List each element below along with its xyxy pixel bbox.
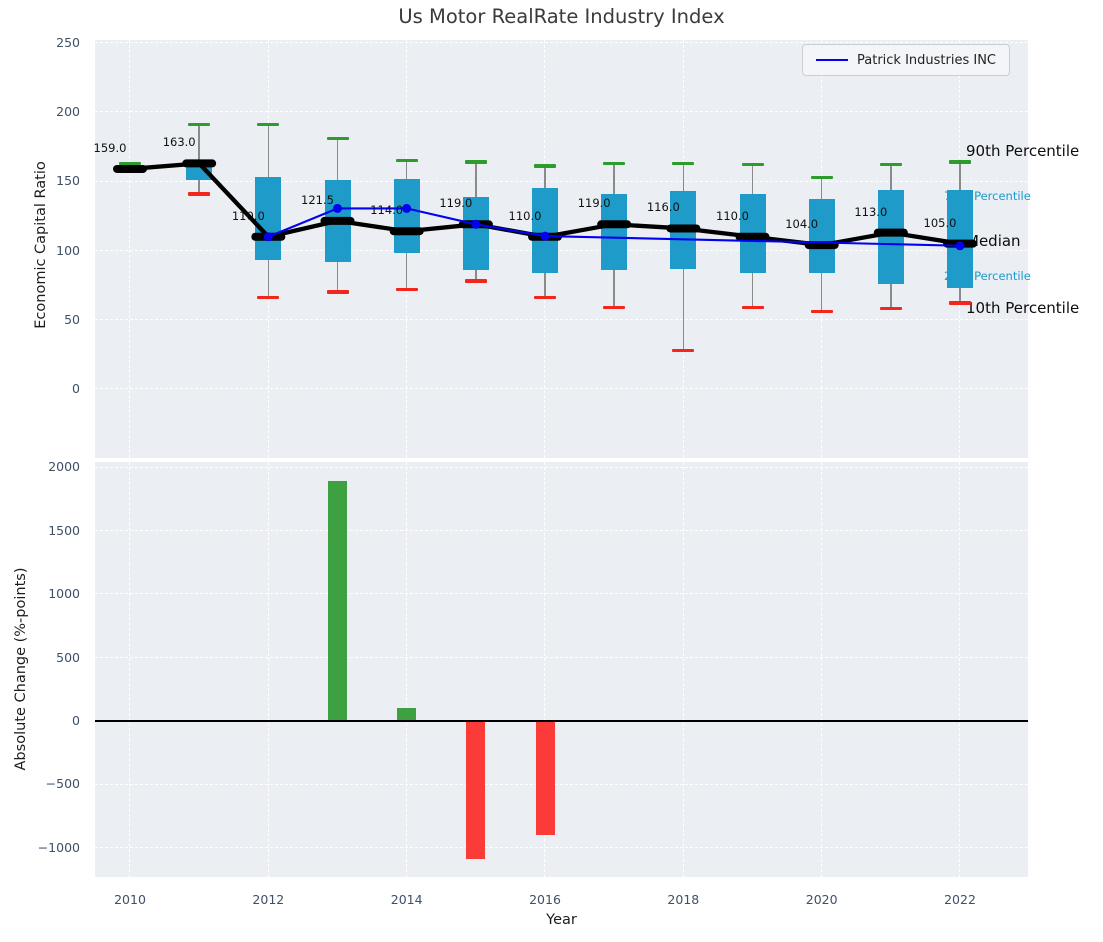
median-value-label: 121.5	[288, 193, 348, 207]
gridline-h	[95, 847, 1028, 848]
x-axis-tick: 2018	[651, 892, 715, 907]
change-bar-negative	[466, 721, 485, 859]
y-axis-tick: 200	[14, 104, 80, 119]
gridline-h	[95, 657, 1028, 658]
x-axis-tick: 2016	[513, 892, 577, 907]
gridline-v	[683, 462, 684, 877]
y-axis-tick: −1000	[14, 840, 80, 855]
figure: Us Motor RealRate Industry Index Economi…	[0, 0, 1103, 942]
bottom-plot-area	[95, 462, 1028, 877]
gridline-h	[95, 593, 1028, 594]
median-value-label: 110.0	[218, 209, 278, 223]
median-value-label: 110.0	[495, 209, 555, 223]
x-axis-tick: 2014	[375, 892, 439, 907]
change-bar-positive	[397, 708, 416, 721]
gridline-v	[268, 462, 269, 877]
y-axis-tick: 0	[14, 381, 80, 396]
median-value-label: 119.0	[426, 196, 486, 210]
y-axis-tick: 250	[14, 35, 80, 50]
median-value-label: 110.0	[703, 209, 763, 223]
legend-label: Patrick Industries INC	[857, 53, 996, 68]
gridline-h	[95, 530, 1028, 531]
y-axis-tick: 1000	[14, 586, 80, 601]
median-value-label: 116.0	[633, 200, 693, 214]
y-axis-tick: 500	[14, 650, 80, 665]
x-axis-tick: 2022	[928, 892, 992, 907]
zero-line	[95, 720, 1028, 722]
legend: Patrick Industries INC	[802, 44, 1010, 76]
gridline-h	[95, 784, 1028, 785]
gridline-v	[959, 462, 960, 877]
x-axis-tick: 2020	[790, 892, 854, 907]
y-axis-tick: 50	[14, 312, 80, 327]
change-bar-positive	[328, 481, 347, 721]
y-axis-tick: 2000	[14, 459, 80, 474]
change-bar-negative	[536, 721, 555, 835]
y-axis-tick: −500	[14, 776, 80, 791]
top-plot-area: 90th Percentile75th PercentileMedian25th…	[95, 40, 1028, 458]
y-axis-tick: 1500	[14, 523, 80, 538]
y-axis-tick: 0	[14, 713, 80, 728]
gridline-v	[821, 462, 822, 877]
x-axis-tick: 2012	[236, 892, 300, 907]
median-value-label: 114.0	[357, 203, 417, 217]
gridline-v	[129, 462, 130, 877]
x-axis-label: Year	[95, 912, 1028, 928]
median-value-label: 163.0	[149, 135, 209, 149]
y-axis-tick: 150	[14, 173, 80, 188]
gridline-v	[406, 462, 407, 877]
legend-line-sample	[816, 59, 848, 61]
median-value-label: 113.0	[841, 205, 901, 219]
median-value-label: 119.0	[564, 196, 624, 210]
gridline-h	[95, 467, 1028, 468]
median-value-label: 104.0	[772, 217, 832, 231]
median-value-label: 105.0	[910, 216, 970, 230]
x-axis-tick: 2010	[98, 892, 162, 907]
median-value-label: 159.0	[80, 141, 140, 155]
company-line-layer	[95, 40, 1028, 458]
chart-title: Us Motor RealRate Industry Index	[95, 5, 1028, 28]
y-axis-tick: 100	[14, 243, 80, 258]
